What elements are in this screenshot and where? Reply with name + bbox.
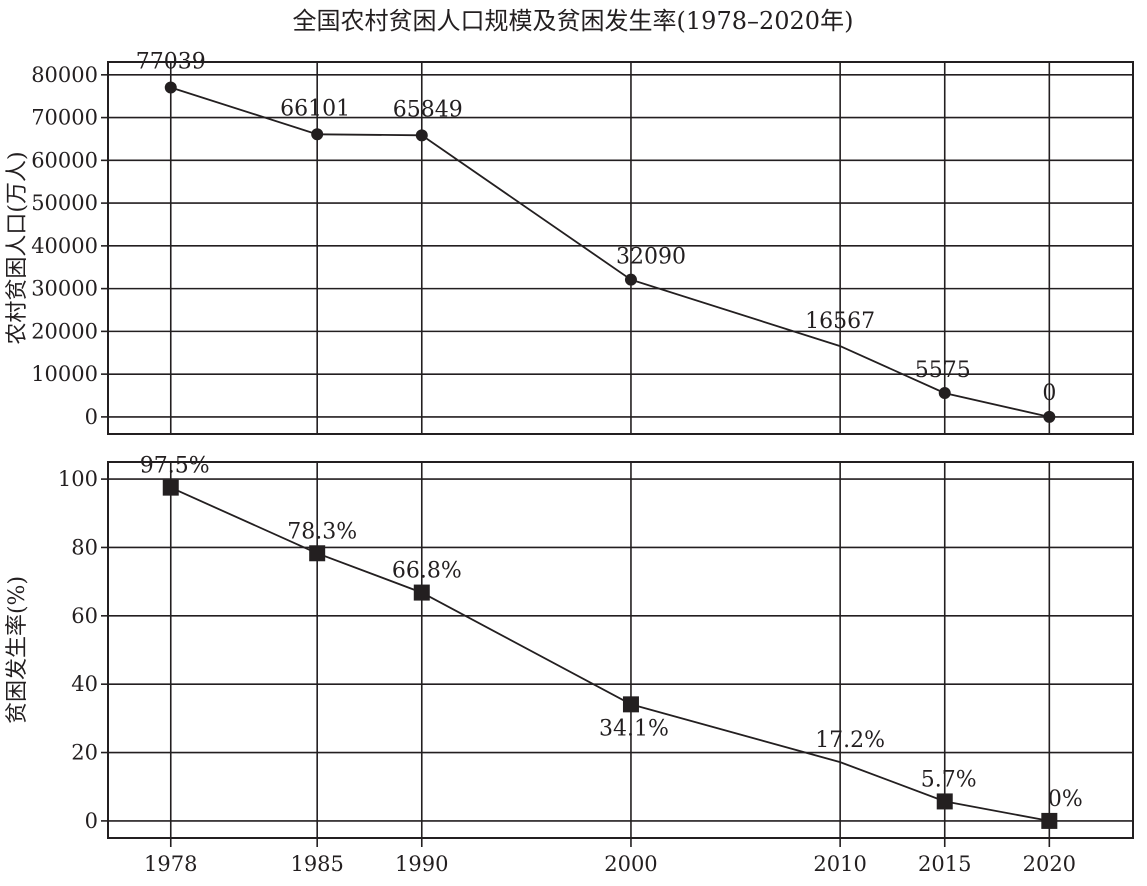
data-label: 77039 [136, 49, 206, 74]
data-label: 78.3% [287, 519, 357, 544]
data-point-circle [164, 81, 177, 94]
panel-poverty-rate: 0 20 40 60 80 100 贫困发生率(%) 97.5% 78.3% 66.8% 34.1%… [5, 454, 1134, 839]
chart-title: 全国农村贫困人口规模及贫困发生率(1978–2020年) [293, 7, 854, 35]
data-label: 66.8% [392, 559, 462, 584]
x-tick-label: 2015 [918, 852, 971, 876]
data-label: 5.7% [921, 767, 977, 792]
y-tick-label: 60000 [31, 148, 98, 172]
data-label: 34.1% [599, 716, 669, 741]
data-point-square [309, 545, 326, 562]
data-label: 97.5% [140, 454, 210, 479]
y-tick-label: 70000 [31, 106, 98, 130]
data-label: 17.2% [815, 728, 885, 753]
data-label: 5575 [915, 358, 971, 383]
y-tick-label: 60 [71, 604, 98, 628]
data-point-square [1041, 812, 1058, 829]
data-point-square [413, 584, 430, 601]
y-axis-title: 农村贫困人口(万人) [5, 151, 30, 344]
data-point-circle [624, 273, 637, 286]
y-tick-label: 50000 [31, 191, 98, 215]
y-tick-label: 20000 [31, 319, 98, 343]
data-label: 32090 [616, 245, 686, 270]
data-point-circle [311, 128, 324, 141]
x-tick-label: 2010 [813, 852, 866, 876]
x-tick-label: 2020 [1023, 852, 1076, 876]
y-tick-label: 30000 [31, 277, 98, 301]
y-tick-label: 40000 [31, 234, 98, 258]
y-tick-label: 10000 [31, 362, 98, 386]
y-tick-label: 0 [85, 809, 98, 833]
data-label: 65849 [393, 97, 463, 122]
data-point-square [622, 696, 639, 713]
y-tick-label: 40 [71, 672, 98, 696]
data-point-square [936, 793, 953, 810]
plot-frame [107, 461, 1134, 839]
data-point-circle [415, 129, 428, 142]
y-tick-label: 80000 [31, 63, 98, 87]
y-axis-title: 贫困发生率(%) [5, 576, 30, 724]
data-label: 66101 [280, 96, 350, 121]
data-point-circle [1043, 410, 1056, 423]
x-axis: 1978 1985 1990 2000 2010 2015 2020 [144, 838, 1076, 876]
panel-poor-population: 0 10000 20000 30000 40000 50000 60000 70000 8000… [5, 49, 1134, 435]
x-tick-label: 2000 [604, 852, 657, 876]
y-tick-label: 100 [58, 467, 98, 491]
data-label: 16567 [805, 309, 875, 334]
plot-frame [107, 61, 1134, 435]
y-tick-label: 0 [85, 405, 98, 429]
y-tick-label: 20 [71, 741, 98, 765]
data-label: 0% [1048, 787, 1083, 812]
data-point-circle [938, 387, 951, 400]
data-label: 0 [1042, 381, 1056, 406]
y-tick-label: 80 [71, 535, 98, 559]
x-tick-label: 1978 [144, 852, 197, 876]
x-tick-label: 1985 [290, 852, 343, 876]
x-tick-label: 1990 [395, 852, 448, 876]
data-point-square [162, 479, 179, 496]
